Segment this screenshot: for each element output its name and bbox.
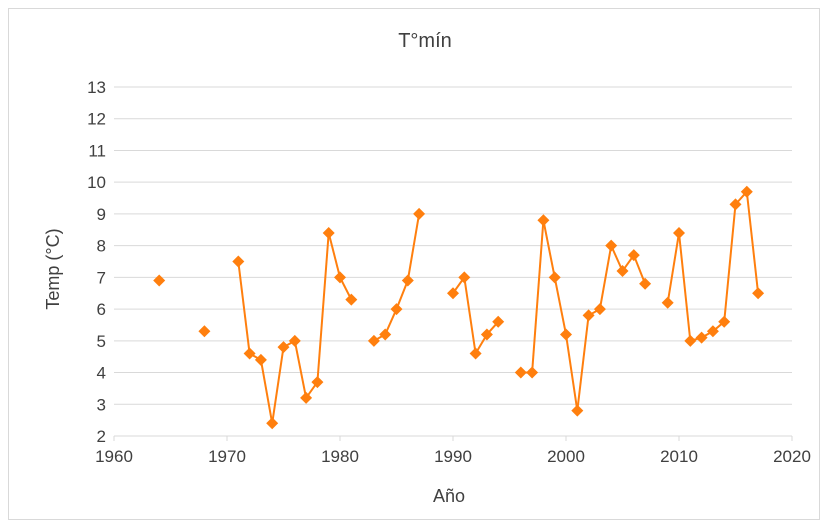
x-tick-label: 1960	[95, 447, 133, 466]
data-point-marker	[300, 391, 313, 404]
series-line-segment	[327, 232, 341, 278]
data-point-marker	[379, 328, 392, 341]
y-axis-title: Temp (°C)	[43, 228, 63, 309]
data-point-marker	[311, 376, 324, 389]
series-line-segment	[259, 359, 274, 424]
x-tick-label: 2000	[547, 447, 585, 466]
data-point-marker	[740, 185, 753, 198]
axes: 2 3 4 5 6 7 8 9 10 11 12 13 1960 1970 1980 1990 2000 2010…	[87, 78, 811, 466]
data-point-marker	[605, 239, 618, 252]
data-point-marker	[718, 315, 731, 328]
data-point-marker	[367, 334, 380, 347]
data-point-marker	[616, 265, 629, 278]
data-point-marker	[198, 325, 211, 338]
data-point-marker	[254, 353, 267, 366]
data-point-marker	[673, 226, 685, 239]
data-point-marker	[514, 366, 527, 379]
data-point-marker	[548, 271, 561, 284]
y-tick-label: 4	[97, 364, 106, 383]
x-axis-title: Año	[433, 486, 465, 506]
x-tick-label: 1970	[208, 447, 246, 466]
temperature-scatter-chart: T°mín Año Temp (°C) 2 3 4 5 6 7 8 9 10 11 12 13 1960…	[43, 30, 811, 506]
y-tick-label: 5	[97, 332, 106, 351]
series-line-segment	[723, 204, 737, 322]
y-tick-label: 2	[97, 427, 106, 446]
x-tick-label: 1980	[321, 447, 359, 466]
data-point-marker	[413, 207, 426, 220]
data-point-marker	[266, 417, 279, 430]
series-line-segment	[531, 220, 545, 373]
data-point-marker	[243, 347, 256, 360]
data-point-marker	[469, 347, 482, 360]
series-line-segment	[384, 308, 398, 335]
data-point-marker	[752, 287, 765, 300]
series-line-segment	[316, 232, 330, 383]
chart-title: T°mín	[398, 30, 452, 52]
series-line-segment	[271, 347, 285, 424]
data-point-marker	[334, 271, 346, 284]
data-point-marker	[458, 271, 471, 284]
y-tick-label: 3	[97, 395, 106, 414]
data-point-marker	[480, 328, 493, 341]
series-line-segment	[406, 213, 421, 281]
series-line-segment	[666, 232, 680, 303]
data-point-marker	[526, 366, 539, 379]
data-point-marker	[627, 249, 640, 262]
data-point-marker	[492, 315, 505, 328]
data-point-marker	[153, 274, 166, 287]
data-point-marker	[288, 334, 301, 347]
series-line-segment	[293, 340, 308, 399]
series-line-segment	[463, 277, 477, 354]
y-tick-label: 6	[97, 300, 106, 319]
data-point-marker	[695, 331, 708, 344]
series-line-segment	[395, 280, 409, 310]
series-line-segment	[553, 277, 567, 335]
data-point-marker	[447, 287, 459, 300]
data-point-marker	[706, 325, 719, 338]
series-line-segment	[745, 191, 760, 294]
y-tick-label: 8	[97, 237, 106, 256]
y-tick-label: 11	[88, 141, 106, 160]
data-point-marker	[582, 309, 595, 322]
series-line-segment	[598, 245, 613, 310]
data-point-marker	[322, 226, 335, 239]
data-point-marker	[729, 198, 742, 211]
series-line-segment	[237, 261, 251, 354]
data-point-marker	[277, 341, 290, 354]
x-tick-label: 2010	[660, 447, 698, 466]
series-line-segment	[542, 220, 556, 278]
data-point-marker	[401, 274, 414, 287]
series-line-segment	[610, 245, 624, 272]
series-line-segment	[576, 315, 590, 411]
data-point-marker	[639, 277, 652, 290]
data-point-marker	[560, 328, 572, 341]
y-tick-label: 12	[87, 110, 106, 129]
data-point-marker	[593, 303, 606, 316]
x-tick-label: 1990	[434, 447, 472, 466]
series-line-segment	[678, 232, 692, 341]
data-point-marker	[537, 214, 550, 227]
data-point-marker	[684, 334, 697, 347]
data-point-marker	[571, 404, 584, 417]
x-tick-label: 2020	[773, 447, 811, 466]
data-point-marker	[661, 296, 674, 309]
data-point-marker	[232, 255, 245, 268]
y-tick-label: 10	[87, 173, 106, 192]
series-line-segment	[565, 334, 579, 411]
y-tick-label: 13	[87, 78, 106, 97]
y-tick-label: 7	[97, 268, 106, 287]
data-point-marker	[390, 303, 403, 316]
temperature-series	[153, 185, 765, 430]
chart-frame: T°mín Año Temp (°C) 2 3 4 5 6 7 8 9 10 11 12 13 1960…	[8, 8, 820, 520]
data-point-marker	[345, 293, 358, 306]
y-tick-label: 9	[97, 205, 106, 224]
gridlines	[114, 86, 792, 405]
series-line-segment	[632, 254, 647, 285]
